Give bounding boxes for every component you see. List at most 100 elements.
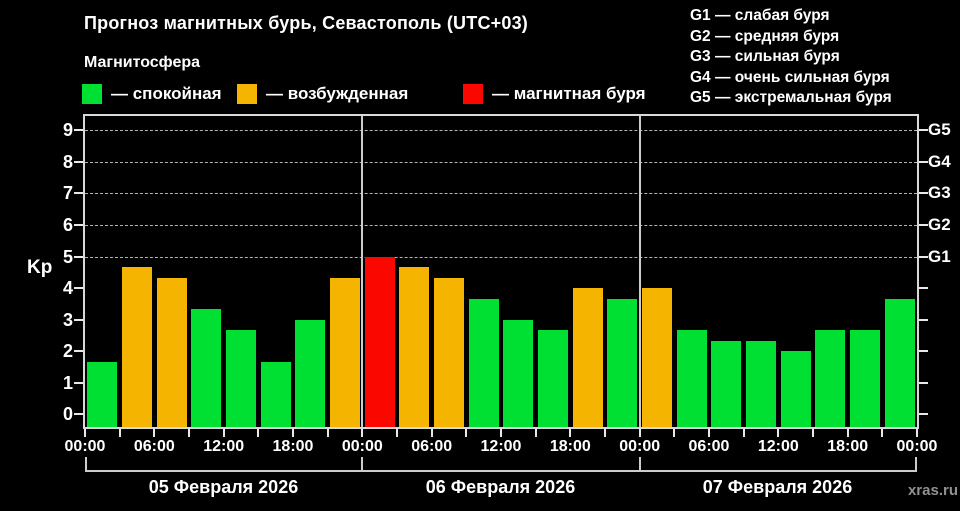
y-tick-label: 3 bbox=[62, 309, 73, 330]
x-tick-label: 06:00 bbox=[688, 438, 730, 455]
g-scale-tick-label: G3 bbox=[928, 183, 951, 203]
x-tick bbox=[534, 429, 537, 437]
kp-bar bbox=[260, 361, 291, 427]
g-scale-tick-label: G2 bbox=[928, 214, 951, 234]
date-label-day1: 05 Февраля 2026 bbox=[148, 477, 299, 497]
y-tick-right bbox=[919, 192, 928, 195]
kp-bar bbox=[711, 340, 742, 427]
x-tick bbox=[708, 429, 710, 437]
x-tick bbox=[881, 429, 884, 437]
y-tick-label: 1 bbox=[62, 372, 73, 393]
y-tick-right bbox=[919, 413, 928, 416]
x-tick bbox=[153, 429, 156, 437]
x-tick-label: 18:00 bbox=[549, 438, 591, 455]
g-scale-legend: G1 — слабая буря G2 — средняя буря G3 — … bbox=[690, 6, 892, 109]
x-tick-label: 18:00 bbox=[827, 438, 869, 455]
kp-bar bbox=[884, 298, 915, 427]
kp-bar bbox=[607, 298, 638, 427]
x-tick bbox=[465, 429, 468, 437]
x-tick-label: 00:00 bbox=[341, 438, 383, 455]
y-tick-label: 6 bbox=[62, 214, 73, 235]
x-tick bbox=[430, 429, 433, 437]
kp-bar bbox=[156, 277, 187, 427]
kp-bar bbox=[399, 266, 430, 427]
x-tick-label: 00:00 bbox=[619, 438, 661, 455]
x-tick bbox=[396, 429, 398, 437]
date-bracket-tick bbox=[85, 457, 87, 472]
y-tick-right bbox=[919, 160, 928, 163]
gridline-kp6 bbox=[85, 224, 917, 226]
y-tick bbox=[74, 413, 83, 416]
x-tick bbox=[604, 429, 606, 437]
kp-bar bbox=[815, 330, 846, 427]
magnetosphere-label: Магнитосфера bbox=[84, 54, 201, 71]
kp-bar bbox=[503, 319, 534, 427]
x-tick bbox=[777, 429, 780, 437]
y-tick bbox=[74, 287, 83, 290]
legend-excited-label: — возбужденная bbox=[266, 84, 409, 103]
page-title: Прогноз магнитных бурь, Севастополь (UTC… bbox=[84, 13, 528, 33]
y-tick-right bbox=[919, 255, 928, 258]
gridline-kp9 bbox=[85, 130, 917, 132]
y-tick bbox=[74, 129, 83, 132]
watermark: xras.ru bbox=[907, 482, 958, 499]
kp-bar bbox=[433, 277, 465, 427]
x-tick-label: 00:00 bbox=[896, 438, 938, 455]
y-tick-right bbox=[919, 223, 928, 226]
kp-bar bbox=[364, 256, 395, 427]
date-bracket-tick bbox=[915, 457, 917, 472]
x-tick bbox=[326, 429, 329, 437]
y-tick bbox=[74, 192, 83, 195]
date-bracket-line bbox=[85, 470, 917, 472]
storm-swatch-icon bbox=[463, 84, 483, 104]
x-tick bbox=[361, 429, 364, 437]
x-tick-label: 06:00 bbox=[411, 438, 453, 455]
y-tick bbox=[74, 350, 83, 353]
excited-swatch-icon bbox=[237, 84, 257, 104]
x-tick bbox=[569, 429, 572, 437]
kp-bar bbox=[676, 330, 707, 427]
x-tick-label: 12:00 bbox=[203, 438, 245, 455]
y-tick-right bbox=[919, 129, 928, 132]
g-legend-line: G5 — экстремальная буря bbox=[690, 89, 892, 106]
legend-quiet-label: — спокойная bbox=[111, 84, 222, 103]
g-legend-line: G1 — слабая буря bbox=[690, 7, 830, 24]
g-scale-tick-label: G5 bbox=[928, 120, 951, 140]
y-tick-right bbox=[919, 350, 928, 353]
kp-bar bbox=[468, 298, 499, 427]
x-tick bbox=[638, 429, 641, 437]
kp-bar bbox=[745, 340, 777, 427]
kp-bar bbox=[537, 330, 569, 427]
quiet-swatch-icon bbox=[82, 84, 102, 104]
y-tick-right bbox=[919, 381, 928, 384]
x-tick bbox=[500, 429, 502, 437]
date-bracket-tick bbox=[639, 457, 641, 472]
y-tick-right bbox=[919, 287, 928, 290]
x-tick bbox=[292, 429, 294, 437]
g-legend-line: G2 — средняя буря bbox=[690, 27, 840, 45]
y-tick-label: 0 bbox=[62, 404, 73, 425]
g-legend-line: G3 — сильная буря bbox=[690, 48, 840, 65]
g-scale-tick-label: G1 bbox=[928, 246, 951, 266]
kp-bar bbox=[191, 309, 222, 427]
y-tick bbox=[74, 160, 83, 163]
y-tick bbox=[74, 381, 83, 384]
kp-bar bbox=[780, 351, 811, 427]
x-tick bbox=[742, 429, 745, 437]
x-tick bbox=[673, 429, 676, 437]
legend-item-quiet: — спокойная bbox=[82, 83, 222, 105]
x-tick-label: 00:00 bbox=[64, 438, 106, 455]
x-tick bbox=[846, 429, 849, 437]
date-bracket-tick bbox=[361, 457, 363, 472]
kp-bar bbox=[572, 288, 603, 427]
y-tick bbox=[74, 255, 83, 258]
day-separator bbox=[638, 116, 641, 427]
x-tick-label: 18:00 bbox=[272, 438, 314, 455]
kp-bar bbox=[641, 288, 673, 427]
g-legend-line: G4 — очень сильная буря bbox=[690, 68, 890, 86]
legend-item-excited: — возбужденная bbox=[237, 83, 408, 105]
x-tick-label: 12:00 bbox=[480, 438, 522, 455]
gridline-kp5 bbox=[85, 256, 917, 258]
y-tick-right bbox=[919, 318, 928, 321]
